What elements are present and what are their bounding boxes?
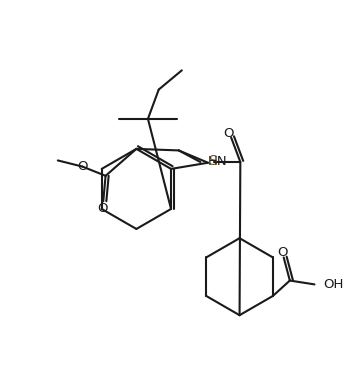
Text: O: O [277, 245, 287, 259]
Text: O: O [223, 127, 234, 140]
Text: O: O [97, 202, 108, 215]
Text: HN: HN [208, 155, 228, 169]
Text: O: O [77, 160, 88, 173]
Text: OH: OH [324, 278, 344, 291]
Text: S: S [208, 154, 217, 168]
